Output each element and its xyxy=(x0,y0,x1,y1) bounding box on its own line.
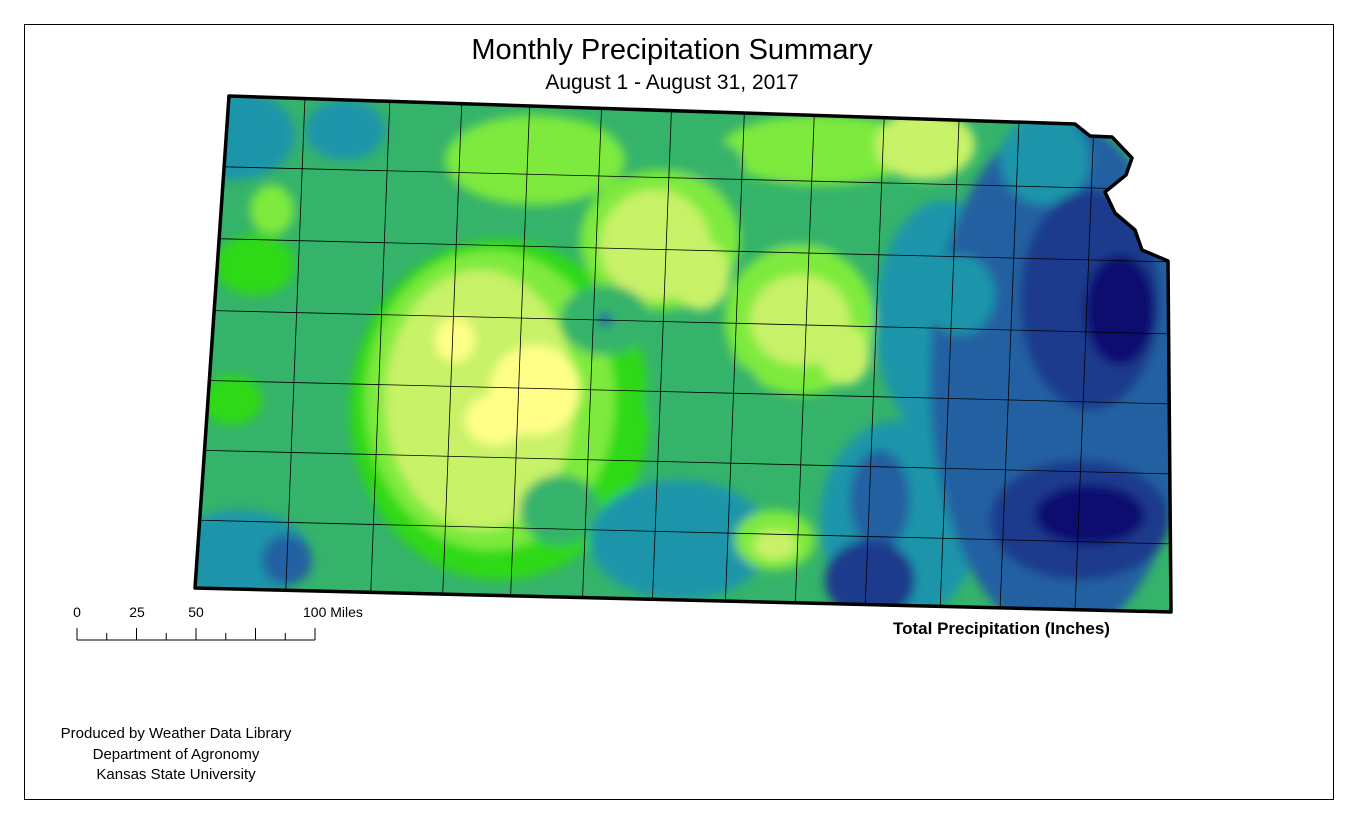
county-boundaries xyxy=(195,96,1171,612)
precip-zone xyxy=(645,355,765,445)
precip-zone xyxy=(465,395,525,445)
credit-line: Produced by Weather Data Library xyxy=(60,725,292,742)
precip-zone xyxy=(875,110,975,180)
kansas-state-outline xyxy=(193,94,1173,614)
precip-zone xyxy=(215,235,295,295)
county-line xyxy=(369,96,391,612)
scale-bar: 0 25 50 100 Miles xyxy=(60,604,400,654)
scale-label: 100 Miles xyxy=(303,604,363,620)
precip-zone xyxy=(445,115,625,205)
precip-zone xyxy=(1035,485,1145,545)
precip-zone xyxy=(590,480,770,600)
county-line xyxy=(999,96,1021,612)
scale-bar-ruler xyxy=(76,628,316,641)
precip-zone xyxy=(820,325,870,385)
precip-zone xyxy=(1123,400,1167,460)
precip-zone xyxy=(720,115,920,185)
county-line xyxy=(195,379,1171,405)
precip-zone xyxy=(850,450,910,550)
credit-line: Department of Agronomy xyxy=(92,745,260,763)
county-line xyxy=(651,96,673,612)
county-line xyxy=(794,96,816,612)
precip-zone xyxy=(195,96,295,180)
precipitation-surface xyxy=(195,96,1171,612)
precip-zone xyxy=(520,475,600,545)
county-line xyxy=(284,96,306,612)
precip-zone xyxy=(825,540,915,612)
map-frame xyxy=(24,24,1334,800)
legend-title: Total Precipitation (Inches) xyxy=(893,619,1110,638)
county-line xyxy=(509,96,531,612)
scale-label: 0 xyxy=(73,604,81,620)
scale-label: 50 xyxy=(188,604,204,620)
precip-zone xyxy=(1085,255,1155,365)
map-subtitle: August 1 - August 31, 2017 xyxy=(545,71,799,94)
county-line xyxy=(195,165,1171,191)
precip-zone xyxy=(250,185,294,235)
precip-zone xyxy=(925,255,995,335)
precip-zone xyxy=(202,375,262,425)
precip-zone xyxy=(1000,115,1090,205)
county-line xyxy=(939,96,961,612)
credit-line: Kansas State University xyxy=(96,766,256,783)
county-line xyxy=(195,449,1171,475)
county-line xyxy=(864,96,886,612)
precip-zone xyxy=(760,195,840,265)
county-line xyxy=(581,96,603,612)
county-line xyxy=(195,519,1171,545)
credits: Produced by Weather Data Library Departm… xyxy=(26,724,326,786)
precip-zone xyxy=(753,530,797,560)
county-line xyxy=(195,237,1171,263)
county-line xyxy=(441,96,463,612)
precip-zone xyxy=(305,100,385,160)
precip-zone xyxy=(435,318,475,362)
county-line xyxy=(1074,96,1096,612)
map-title: Monthly Precipitation Summary xyxy=(471,34,873,66)
precip-zone xyxy=(670,240,730,310)
county-line xyxy=(724,96,746,612)
scale-label: 25 xyxy=(129,604,145,620)
